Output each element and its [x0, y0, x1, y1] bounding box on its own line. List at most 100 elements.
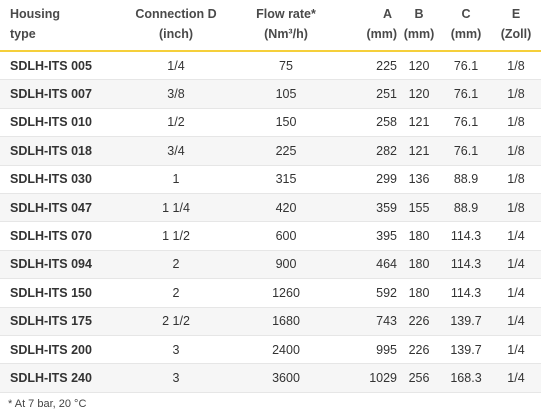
cell-e: 1/8	[491, 79, 541, 109]
cell-b: 121	[397, 136, 441, 166]
header-c-line2: (mm)	[450, 27, 482, 41]
header-a-line2: (mm)	[366, 27, 397, 41]
header-a-line1: A	[382, 7, 392, 21]
table-row: SDLH-ITS 150 2 1260 592 180 114.3 1/4	[0, 278, 541, 308]
table-row: SDLH-ITS 094 2 900 464 180 114.3 1/4	[0, 250, 541, 279]
cell-c: 168.3	[441, 363, 491, 393]
header-housing-type-line2: type	[10, 27, 36, 41]
cell-b: 180	[397, 278, 441, 308]
cell-flow-rate: 225	[240, 136, 332, 166]
cell-c: 114.3	[441, 221, 491, 251]
cell-c: 76.1	[441, 136, 491, 166]
cell-flow-rate: 900	[240, 250, 332, 279]
header-connection-line2: (inch)	[158, 27, 194, 41]
cell-flow-rate: 600	[240, 221, 332, 251]
cell-b: 226	[397, 335, 441, 364]
header-flow-rate: Flow rate* (Nm³/h)	[240, 0, 332, 51]
header-row: Housing type Connection D (inch) Flow rate…	[0, 0, 541, 51]
header-flow-rate-line1: Flow rate*	[256, 7, 316, 21]
cell-connection: 2 1/2	[112, 307, 240, 336]
cell-type: SDLH-ITS 240	[0, 363, 112, 393]
cell-a: 743	[332, 307, 397, 336]
header-e-line2: (Zoll)	[500, 27, 532, 41]
cell-b: 226	[397, 307, 441, 336]
cell-connection: 3/8	[112, 79, 240, 109]
table-row: SDLH-ITS 200 3 2400 995 226 139.7 1/4	[0, 335, 541, 364]
cell-a: 395	[332, 221, 397, 251]
cell-flow-rate: 420	[240, 193, 332, 222]
cell-c: 88.9	[441, 193, 491, 222]
cell-b: 136	[397, 165, 441, 194]
header-e-line1: E	[511, 7, 521, 21]
cell-b: 121	[397, 108, 441, 137]
table-header: Housing type Connection D (inch) Flow rate…	[0, 0, 541, 51]
table-row: SDLH-ITS 007 3/8 105 251 120 76.1 1/8	[0, 79, 541, 109]
specification-table: Housing type Connection D (inch) Flow rate…	[0, 0, 541, 393]
cell-connection: 1/2	[112, 108, 240, 137]
cell-b: 180	[397, 250, 441, 279]
cell-c: 76.1	[441, 51, 491, 80]
cell-type: SDLH-ITS 007	[0, 79, 112, 109]
cell-a: 592	[332, 278, 397, 308]
cell-e: 1/8	[491, 136, 541, 166]
cell-connection: 2	[112, 250, 240, 279]
cell-flow-rate: 150	[240, 108, 332, 137]
table-row: SDLH-ITS 070 1 1/2 600 395 180 114.3 1/4	[0, 221, 541, 251]
cell-c: 114.3	[441, 250, 491, 279]
cell-a: 282	[332, 136, 397, 166]
header-flow-rate-line2: (Nm³/h)	[264, 27, 308, 41]
cell-connection: 1/4	[112, 51, 240, 80]
cell-connection: 1 1/4	[112, 193, 240, 222]
header-c-line1: C	[461, 7, 471, 21]
cell-e: 1/4	[491, 335, 541, 364]
cell-c: 139.7	[441, 335, 491, 364]
cell-flow-rate: 2400	[240, 335, 332, 364]
cell-c: 76.1	[441, 79, 491, 109]
cell-connection: 3/4	[112, 136, 240, 166]
header-b-line1: B	[414, 7, 424, 21]
cell-flow-rate: 75	[240, 51, 332, 80]
cell-c: 88.9	[441, 165, 491, 194]
cell-a: 995	[332, 335, 397, 364]
cell-b: 120	[397, 79, 441, 109]
cell-connection: 1 1/2	[112, 221, 240, 251]
cell-b: 180	[397, 221, 441, 251]
table-row: SDLH-ITS 047 1 1/4 420 359 155 88.9 1/8	[0, 193, 541, 222]
cell-type: SDLH-ITS 094	[0, 250, 112, 279]
cell-flow-rate: 105	[240, 79, 332, 109]
cell-c: 114.3	[441, 278, 491, 308]
cell-type: SDLH-ITS 150	[0, 278, 112, 308]
cell-a: 359	[332, 193, 397, 222]
cell-e: 1/4	[491, 363, 541, 393]
header-housing-type: Housing type	[0, 0, 112, 51]
table-row: SDLH-ITS 010 1/2 150 258 121 76.1 1/8	[0, 108, 541, 137]
cell-type: SDLH-ITS 005	[0, 51, 112, 80]
cell-e: 1/4	[491, 278, 541, 308]
header-b: B (mm)	[397, 0, 441, 51]
cell-flow-rate: 315	[240, 165, 332, 194]
cell-flow-rate: 1680	[240, 307, 332, 336]
table-row: SDLH-ITS 005 1/4 75 225 120 76.1 1/8	[0, 51, 541, 80]
cell-type: SDLH-ITS 200	[0, 335, 112, 364]
cell-type: SDLH-ITS 175	[0, 307, 112, 336]
cell-type: SDLH-ITS 030	[0, 165, 112, 194]
cell-connection: 3	[112, 363, 240, 393]
header-e: E (Zoll)	[491, 0, 541, 51]
header-b-line2: (mm)	[403, 27, 435, 41]
footnote: * At 7 bar, 20 °C	[8, 398, 87, 410]
cell-e: 1/8	[491, 108, 541, 137]
cell-a: 251	[332, 79, 397, 109]
header-connection-line1: Connection D	[135, 7, 217, 21]
cell-type: SDLH-ITS 070	[0, 221, 112, 251]
cell-e: 1/8	[491, 193, 541, 222]
cell-connection: 3	[112, 335, 240, 364]
cell-connection: 2	[112, 278, 240, 308]
cell-a: 225	[332, 51, 397, 80]
cell-c: 139.7	[441, 307, 491, 336]
cell-a: 1029	[332, 363, 397, 393]
header-a: A (mm)	[332, 0, 397, 51]
cell-b: 155	[397, 193, 441, 222]
cell-b: 256	[397, 363, 441, 393]
cell-b: 120	[397, 51, 441, 80]
